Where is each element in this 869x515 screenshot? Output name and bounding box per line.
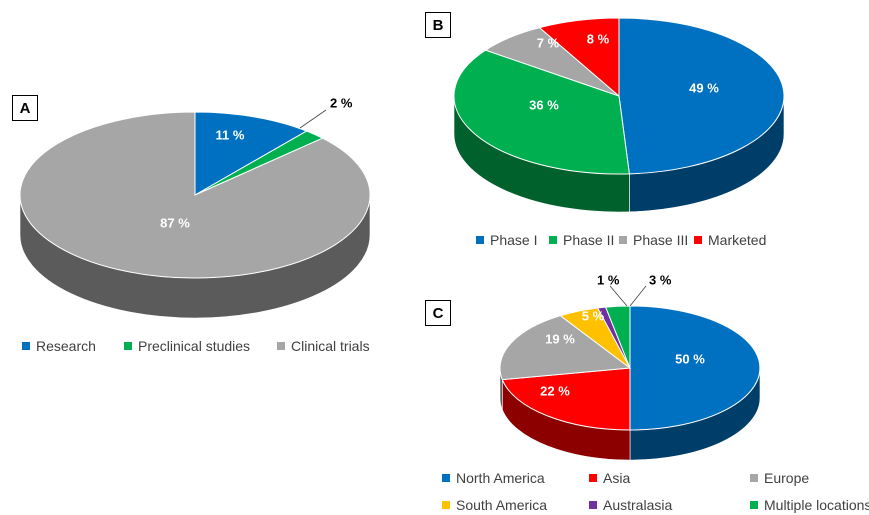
panel-label-a: A bbox=[12, 95, 38, 121]
legend-swatch bbox=[277, 342, 285, 350]
legend-swatch bbox=[619, 236, 627, 244]
legend-label: Multiple locations bbox=[764, 497, 869, 513]
data-label-north-america: 50 % bbox=[675, 351, 705, 366]
data-label-clinical-trials: 87 % bbox=[160, 215, 190, 230]
data-label-phase-iii: 7 % bbox=[537, 35, 560, 50]
data-label-asia: 22 % bbox=[540, 383, 570, 398]
data-label-south-america: 5 % bbox=[582, 308, 605, 323]
legend-label: Preclinical studies bbox=[138, 338, 251, 354]
legend-item-research: Research bbox=[22, 338, 96, 354]
leader-line bbox=[299, 109, 327, 129]
legend-label: Research bbox=[36, 338, 96, 354]
legend-swatch bbox=[124, 342, 132, 350]
legend-swatch bbox=[589, 501, 597, 509]
legend-item-north-america: North America bbox=[442, 470, 545, 486]
legend-swatch bbox=[694, 236, 702, 244]
slice-asia bbox=[501, 367, 631, 431]
legend-label: Australasia bbox=[603, 497, 673, 513]
legend-label: Clinical trials bbox=[291, 338, 370, 354]
slice-marketed bbox=[538, 17, 620, 98]
legend-label: Asia bbox=[603, 470, 631, 486]
data-label-phase-ii: 36 % bbox=[529, 97, 559, 112]
pie-chart-a: 11 % 2 % 87 % bbox=[19, 95, 371, 319]
data-label-australasia: 1 % bbox=[597, 272, 620, 287]
data-label-multiple-locations: 3 % bbox=[649, 272, 672, 287]
pie-chart-c: 50 % 22 % 19 % 5 % 1 % 3 % bbox=[499, 272, 761, 461]
legend-swatch bbox=[549, 236, 557, 244]
panel-label-c: C bbox=[425, 300, 451, 326]
legend-swatch bbox=[750, 474, 758, 482]
panel-label-b: B bbox=[425, 12, 451, 38]
legend-label: Marketed bbox=[708, 232, 767, 248]
legend-item-clinical-trials: Clinical trials bbox=[277, 338, 370, 354]
legend-item-australasia: Australasia bbox=[589, 497, 672, 513]
legend-item-asia: Asia bbox=[589, 470, 630, 486]
legend-item-phase-ii: Phase II bbox=[549, 232, 614, 248]
legend-swatch bbox=[22, 342, 30, 350]
slice-research bbox=[194, 111, 308, 196]
data-label-phase-i: 49 % bbox=[689, 80, 719, 95]
legend-label: Phase II bbox=[563, 232, 615, 248]
legend-label: Phase III bbox=[633, 232, 689, 248]
legend-label: South America bbox=[456, 497, 548, 513]
legend-item-phase-iii: Phase III bbox=[619, 232, 688, 248]
legend-swatch bbox=[750, 501, 758, 509]
legend-label: Europe bbox=[764, 470, 810, 486]
data-label-research: 11 % bbox=[216, 127, 245, 142]
slice-phase-ii bbox=[453, 49, 630, 175]
legend-item-europe: Europe bbox=[750, 470, 809, 486]
slice-north-america bbox=[629, 305, 761, 431]
data-label-marketed: 8 % bbox=[587, 31, 610, 46]
legend-swatch bbox=[476, 236, 484, 244]
legend-swatch bbox=[589, 474, 597, 482]
slice-clinical-trials bbox=[19, 111, 371, 279]
leader-line bbox=[609, 285, 628, 307]
data-label-europe: 19 % bbox=[545, 331, 575, 346]
legend-item-phase-i: Phase I bbox=[476, 232, 537, 248]
slice-multiple-locations bbox=[604, 305, 631, 369]
data-label-preclinical-studies: 2 % bbox=[330, 95, 353, 110]
legend-item-preclinical-studies: Preclinical studies bbox=[124, 338, 250, 354]
legend-label: Phase I bbox=[490, 232, 538, 248]
legend-item-multiple-locations: Multiple locations bbox=[750, 497, 869, 513]
legend-swatch bbox=[442, 474, 450, 482]
slice-phase-i bbox=[618, 17, 785, 175]
legend-item-south-america: South America bbox=[442, 497, 547, 513]
legend-label: North America bbox=[456, 470, 545, 486]
leader-line bbox=[629, 285, 647, 307]
legend-swatch bbox=[442, 501, 450, 509]
legend-item-marketed: Marketed bbox=[694, 232, 766, 248]
pie-chart-b: 49 % 36 % 7 % 8 % bbox=[453, 17, 785, 213]
slice-europe bbox=[499, 315, 632, 381]
